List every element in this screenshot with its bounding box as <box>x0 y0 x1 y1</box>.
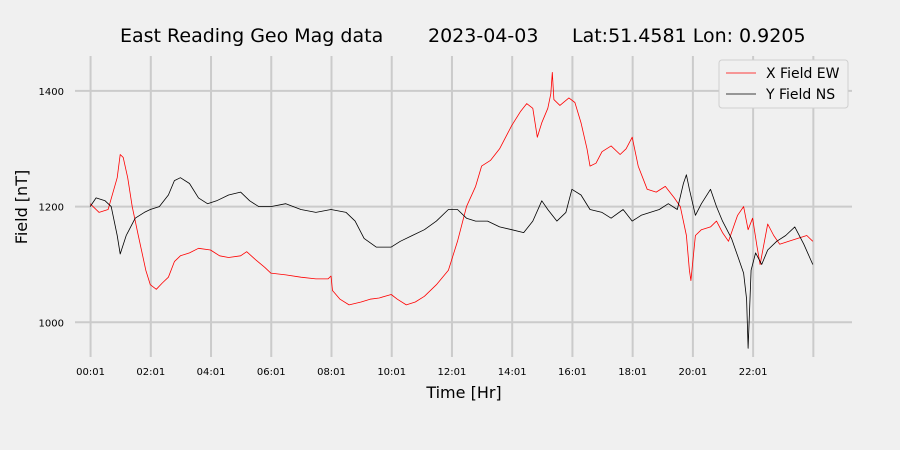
y-tick-label: 1200 <box>39 203 64 214</box>
x-tick-label: 12:01 <box>438 367 467 378</box>
legend: X Field EW Y Field NS <box>718 59 849 109</box>
y-tick-label: 1000 <box>39 318 64 329</box>
y-axis-label: Field [nT] <box>12 170 31 244</box>
tick-labels: 00:01 02:01 04:01 06:01 08:01 10:01 12:01 14:01… <box>39 87 768 378</box>
legend-box <box>718 59 849 109</box>
x-tick-label: 18:01 <box>618 367 647 378</box>
chart-title-location: Lat:51.4581 Lon: 0.9205 <box>572 25 806 47</box>
x-tick-label: 14:01 <box>498 367 527 378</box>
x-tick-label: 20:01 <box>678 367 707 378</box>
x-tick-label: 02:01 <box>136 367 165 378</box>
x-tick-label: 22:01 <box>739 367 768 378</box>
series-line-y-field-ns <box>89 174 814 349</box>
x-tick-label: 08:01 <box>317 367 346 378</box>
legend-label-x-field: X Field EW <box>766 66 840 82</box>
x-tick-label: 00:01 <box>76 367 105 378</box>
x-tick-label: 04:01 <box>197 367 226 378</box>
x-tick-label: 10:01 <box>377 367 406 378</box>
series-lines <box>89 72 814 349</box>
chart-title-date: 2023-04-03 <box>428 25 538 47</box>
x-axis-label: Time [Hr] <box>425 383 501 402</box>
x-tick-label: 06:01 <box>257 367 286 378</box>
chart-title-station: East Reading Geo Mag data <box>120 25 383 47</box>
legend-label-y-field: Y Field NS <box>765 87 835 103</box>
x-tick-label: 16:01 <box>558 367 587 378</box>
y-tick-label: 1400 <box>39 87 64 98</box>
series-line-x-field-ew <box>89 72 814 306</box>
